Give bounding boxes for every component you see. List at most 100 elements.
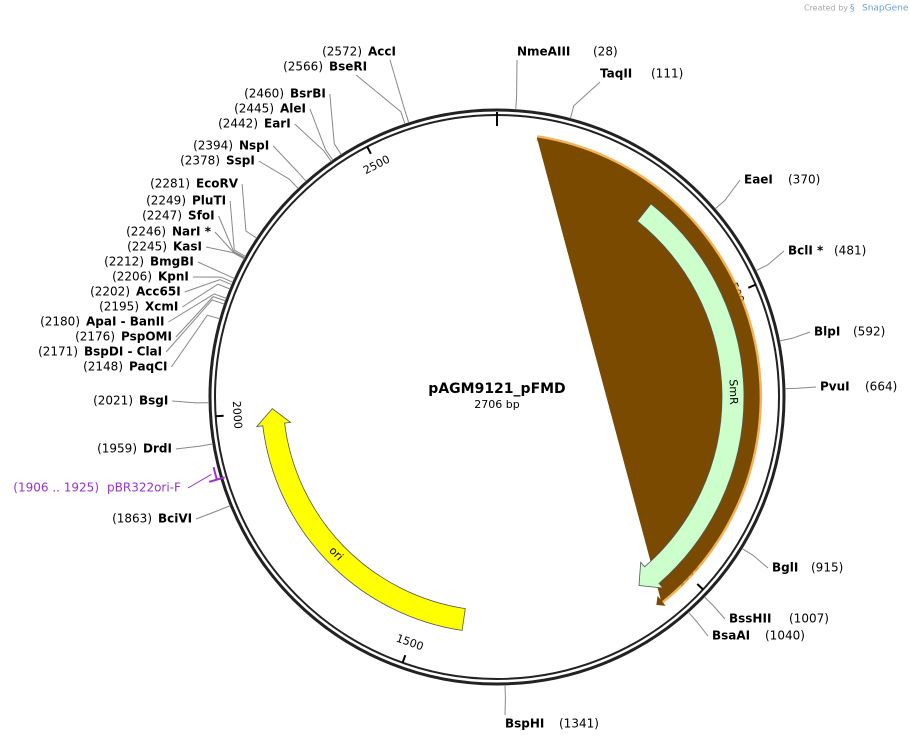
site-name: ApaI - BanII [86,315,165,329]
site-name: DrdI [143,442,172,456]
site-connector [516,60,517,110]
primer-name: pBR322ori-F [107,481,181,495]
site-connector [756,251,784,271]
site-name: KpnI [158,270,189,284]
site-position: (2247) [142,209,182,223]
site-name: PspOMI [121,330,172,344]
tick-mark [216,416,224,417]
site-name: TaqII [600,67,632,81]
site-name: NmeAIII [517,45,570,59]
site-name: BspHI [505,717,544,731]
primer-mark [214,467,217,479]
site-connector [242,184,257,238]
site-name: AleI [280,102,306,116]
site-name: EarI [264,117,291,131]
site-connector [390,60,409,123]
brand-icon: § [850,4,855,14]
feature-arrow [257,409,466,631]
tick-mark [367,147,371,154]
site-connector [704,597,725,619]
tick-label: 2500 [361,153,392,177]
site-position: (2176) [75,330,115,344]
site-position: (1341) [559,717,599,731]
site-name: Acc65I [136,285,181,299]
site-name: BsgI [139,394,168,408]
site-name: PaqCI [129,360,167,374]
site-name: KasI [173,240,202,254]
tick-mark [403,655,406,663]
site-name: PvuI [820,380,850,394]
site-position: (592) [853,325,885,339]
primer-connector [188,474,211,488]
site-name: BssHII [729,612,771,626]
site-position: (2246) [126,225,166,239]
plasmid-name: pAGM9121_pFMD [428,381,565,397]
site-connector [356,75,405,124]
site-connector [742,549,768,569]
site-name: BclI * [788,244,824,258]
site-connector [273,146,306,181]
site-position: (2148) [83,360,123,374]
site-name: EaeI [744,173,773,187]
tick-mark [697,584,703,589]
site-position: (2195) [99,300,139,314]
site-connector [193,277,233,282]
site-position: (2281) [150,177,190,191]
site-connector [196,506,230,519]
site-position: (2566) [283,60,323,74]
site-position: (1040) [765,629,805,643]
site-position: (111) [651,67,683,81]
site-name: BseRI [329,60,367,74]
site-position: (1863) [112,512,152,526]
site-connector [310,109,333,160]
site-connector [172,401,209,403]
site-position: (2202) [90,285,130,299]
site-name: SfoI [188,209,215,223]
tick-label: 2000 [230,400,245,429]
site-position: (1007) [789,612,829,626]
site-name: NspI [239,139,269,153]
site-connector [715,180,740,209]
site-position: (2378) [180,154,220,168]
site-position: (2460) [244,87,284,101]
site-position: (664) [865,380,897,394]
site-connector [330,94,342,155]
site-connector [570,82,600,119]
created-by: Created by [804,4,848,13]
site-name: AccI [368,45,396,59]
site-name: BlpI [814,325,840,339]
site-position: (915) [811,561,843,575]
site-name: PluTI [192,194,226,208]
site-name: SspI [226,154,255,168]
site-position: (2212) [104,255,144,269]
site-position: (2572) [322,45,362,59]
site-connector [259,161,299,189]
plasmid-length: 2706 bp [474,398,519,411]
site-position: (2171) [38,345,78,359]
site-name: BsaAI [712,629,750,643]
site-connector [785,387,816,389]
site-connector [780,332,811,341]
site-name: BspDI - ClaI [84,345,162,359]
site-name: XcmI [145,300,178,314]
site-position: (2021) [93,394,133,408]
site-position: (370) [788,173,820,187]
site-connector [215,232,245,258]
site-name: BciVI [158,512,192,526]
site-name: BsrBI [290,87,326,101]
site-name: NarI * [172,225,212,239]
site-connector [198,262,235,279]
site-position: (481) [834,244,866,258]
brand: SnapGene [862,4,909,14]
feature-label: SmR [727,379,741,405]
site-name: BmgBI [150,255,194,269]
site-connector [176,444,213,449]
tick-mark [748,285,755,288]
site-position: (2180) [40,315,80,329]
tick-label: 1500 [394,632,425,654]
site-position: (2249) [146,194,186,208]
site-position: (2394) [193,139,233,153]
primer-range: (1906 .. 1925) [13,481,99,495]
site-position: (2442) [218,117,258,131]
